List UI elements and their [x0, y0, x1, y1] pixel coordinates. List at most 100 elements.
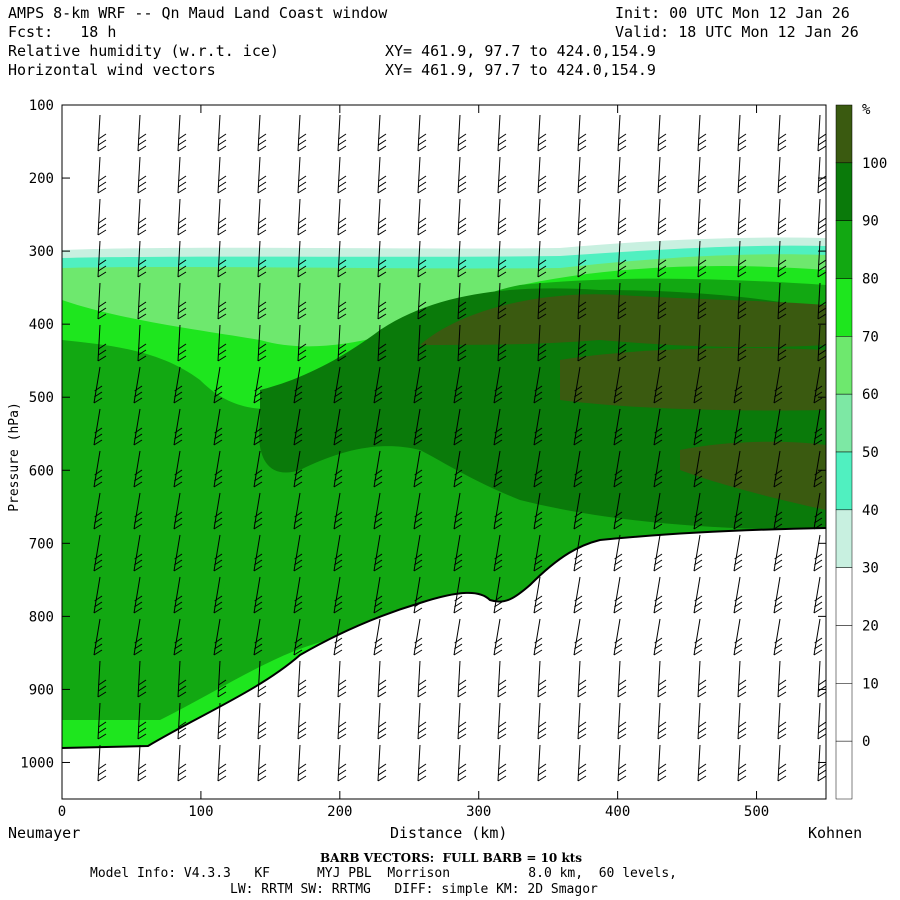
- wind-barb-flag: [293, 523, 303, 530]
- wind-barb-flag: [138, 349, 147, 356]
- wind-barb-flag: [538, 223, 547, 230]
- wind-barb-flag: [458, 721, 467, 728]
- wind-barb-flag: [217, 187, 227, 194]
- wind-barb-flag: [457, 733, 467, 740]
- wind-barb-flag: [818, 769, 826, 776]
- wind-barb-flag: [818, 685, 826, 692]
- wind-barb-flag: [138, 763, 147, 770]
- wind-barb-flag: [373, 565, 383, 572]
- wind-barb-flag: [254, 595, 263, 602]
- wind-barb-flag: [653, 481, 663, 488]
- wind-barb-flag: [498, 301, 507, 308]
- wind-barb-flag: [418, 181, 427, 188]
- wind-barb-flag: [854, 482, 862, 487]
- wind-barb-flag: [618, 763, 627, 770]
- wind-barb-flag: [298, 217, 307, 224]
- wind-barb-flag: [298, 133, 307, 140]
- wind-barb: [854, 619, 860, 655]
- wind-barb-flag: [494, 643, 503, 650]
- wind-barb-flag: [138, 133, 147, 140]
- wind-barb-flag: [614, 511, 623, 518]
- wind-barb-flag: [577, 775, 587, 782]
- wind-barb-flag: [453, 607, 463, 614]
- wind-barb-flag: [498, 139, 507, 146]
- wind-barb-flag: [334, 433, 343, 440]
- wind-barb-flag: [694, 559, 703, 566]
- wind-barb-flag: [94, 385, 103, 392]
- wind-barb-flag: [658, 679, 667, 686]
- wind-barb-flag: [658, 217, 667, 224]
- wind-barb-flag: [573, 565, 583, 572]
- wind-barb-flag: [298, 139, 307, 146]
- wind-barb-flag: [773, 481, 783, 488]
- wind-barb-flag: [374, 559, 383, 566]
- wind-barb-flag: [778, 307, 787, 314]
- wind-barb-flag: [734, 517, 743, 524]
- wind-barb-flag: [618, 307, 627, 314]
- wind-barb-flag: [258, 763, 267, 770]
- wind-barb-flag: [218, 679, 227, 686]
- wind-barb-flag: [94, 643, 103, 650]
- wind-barb-flag: [378, 727, 387, 734]
- wind-barb-flag: [377, 691, 387, 698]
- wind-barb-flag: [458, 727, 467, 734]
- wind-barb-flag: [817, 691, 826, 698]
- valid-time: Valid: 18 UTC Mon 12 Jan 26: [615, 23, 859, 41]
- wind-barb-flag: [618, 223, 627, 230]
- wind-barb-flag: [454, 643, 463, 650]
- wind-barb-flag: [858, 230, 866, 235]
- wind-barb-flag: [218, 139, 227, 146]
- wind-barb-flag: [537, 187, 547, 194]
- wind-barb-flag: [657, 145, 667, 152]
- wind-barb-flag: [653, 607, 663, 614]
- wind-barb-flag: [614, 637, 623, 644]
- wind-barb-flag: [254, 601, 263, 608]
- wind-barb-flag: [413, 481, 423, 488]
- wind-barb-flag: [738, 727, 747, 734]
- wind-barb-flag: [254, 475, 263, 482]
- wind-barb-flag: [534, 601, 543, 608]
- y-tick-label: 700: [29, 536, 54, 552]
- wind-barb-flag: [578, 349, 587, 356]
- wind-barb-flag: [738, 181, 747, 188]
- wind-barb-flag: [134, 385, 143, 392]
- x-axis-label: Distance (km): [390, 824, 508, 842]
- wind-barb-flag: [618, 265, 627, 272]
- wind-barb-flag: [694, 469, 703, 476]
- wind-barb-flag: [453, 523, 463, 530]
- wind-barb-flag: [378, 223, 387, 230]
- wind-barb-flag: [254, 391, 263, 398]
- wind-barb-flag: [533, 481, 543, 488]
- wind-barb-flag: [774, 391, 783, 398]
- wind-barb-flag: [177, 733, 187, 740]
- wind-barb-flag: [214, 469, 223, 476]
- wind-barb-flag: [338, 763, 347, 770]
- colorbar-unit: %: [862, 102, 871, 118]
- wind-barb-flag: [737, 775, 747, 782]
- wind-barb-flag: [613, 397, 623, 404]
- wind-barb-flag: [458, 223, 467, 230]
- wind-barb-flag: [418, 175, 427, 182]
- wind-barb-flag: [654, 601, 663, 608]
- wind-barb-flag: [855, 428, 862, 433]
- wind-barb-flag: [493, 523, 503, 530]
- wind-barb-flag: [618, 343, 627, 350]
- wind-barb: [858, 115, 860, 151]
- wind-barb-flag: [738, 139, 747, 146]
- wind-barb-flag: [217, 145, 227, 152]
- wind-barb-flag: [654, 427, 663, 434]
- wind-barb-flag: [98, 181, 107, 188]
- wind-barb-flag: [537, 691, 547, 698]
- wind-barb-flag: [334, 511, 343, 518]
- wind-barb-flag: [134, 391, 143, 398]
- wind-barb-flag: [137, 733, 147, 740]
- plot-frame: [61, 104, 827, 800]
- wind-barb-flag: [413, 607, 423, 614]
- wind-barb-flag: [778, 763, 787, 770]
- wind-barb-flag: [854, 608, 862, 613]
- colorbar-level-label: 10: [862, 676, 879, 692]
- wind-barb-flag: [493, 565, 503, 572]
- wind-barb-flag: [737, 355, 747, 362]
- wind-barb-flag: [373, 523, 383, 530]
- wind-barb-flag: [454, 637, 463, 644]
